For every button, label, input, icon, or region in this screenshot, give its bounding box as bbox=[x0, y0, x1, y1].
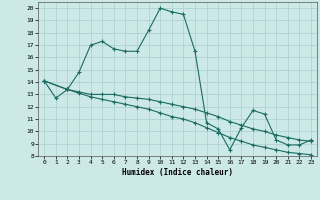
X-axis label: Humidex (Indice chaleur): Humidex (Indice chaleur) bbox=[122, 168, 233, 177]
